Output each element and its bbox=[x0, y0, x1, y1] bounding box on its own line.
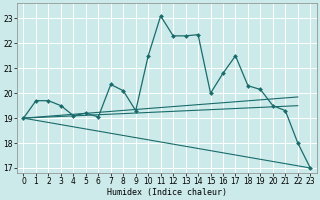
X-axis label: Humidex (Indice chaleur): Humidex (Indice chaleur) bbox=[107, 188, 227, 197]
